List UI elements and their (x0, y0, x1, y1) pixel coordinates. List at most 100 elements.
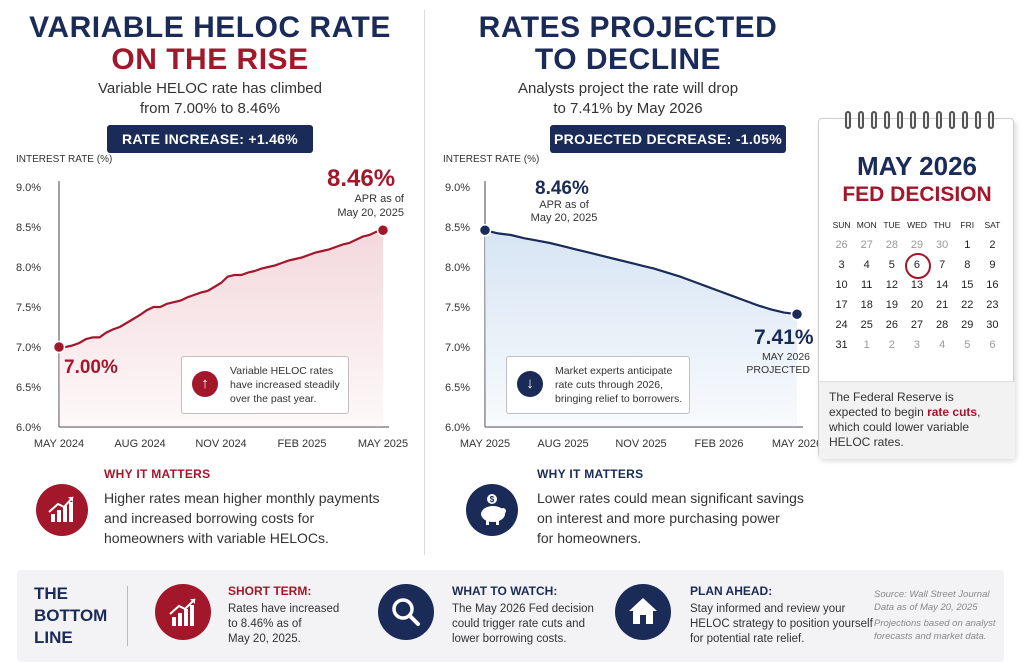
left-start-value-label: 7.00% (64, 357, 118, 378)
left-title-line1: VARIABLE HELOC RATE (29, 11, 391, 44)
left-subtitle-line2: from 7.00% to 8.46% (139, 100, 281, 117)
right-start-note-line1: APR as of (539, 199, 589, 211)
calendar-day: 12 (885, 279, 898, 291)
calendar-day: 4 (939, 339, 946, 351)
calendar-month: MAY 2026 (857, 151, 977, 181)
piggy-bank-icon: $ (466, 484, 518, 536)
calendar-day: 9 (989, 259, 996, 271)
left-why-line1: Higher rates mean higher monthly payment… (104, 490, 380, 506)
calendar-ring (923, 111, 929, 129)
calendar: MAY 2026 FED DECISION SUN MON TUE WED TH… (818, 111, 1015, 459)
calendar-day: 28 (936, 319, 949, 331)
rate-increase-badge: RATE INCREASE: +1.46% (107, 125, 313, 153)
calendar-day: 19 (885, 299, 898, 311)
right-start-note: APR as of May 20, 2025 (524, 199, 604, 225)
right-end-value-label: 7.41% (754, 326, 814, 349)
calendar-note: The Federal Reserve is expected to begin… (819, 381, 1015, 459)
right-end-note-line2: PROJECTED (746, 364, 810, 376)
calendar-day: 6 (989, 339, 996, 351)
calendar-weekday-row: SUN MON TUE WED THU FRI SAT (829, 215, 1005, 235)
bottom-line-title: THE BOTTOM LINE (34, 583, 107, 649)
calendar-note-post: , which could lower variable HELOC rates… (829, 405, 981, 449)
calendar-week-row: 31 1 2 3 4 5 6 (829, 335, 1005, 355)
series-line (59, 229, 384, 349)
calendar-day: 2 (888, 339, 895, 351)
calendar-ring (871, 111, 877, 129)
left-end-note: APR as of May 20, 2025 (337, 192, 404, 220)
arrow-down-icon: ↓ (517, 371, 543, 397)
calendar-day: 26 (885, 319, 898, 331)
right-start-value-label: 8.46% (535, 178, 589, 199)
calendar-heading: FED DECISION (842, 183, 992, 206)
y-tick-label: 9.0% (16, 182, 41, 194)
calendar-day: 18 (860, 299, 873, 311)
bottom-line-bar: THE BOTTOM LINE SHORT TERM: Rates have i… (17, 570, 1004, 662)
calendar-day: 27 (860, 239, 873, 251)
calendar-day: 8 (964, 259, 971, 271)
calendar-day: 20 (910, 299, 924, 311)
weekday-label: SUN (832, 220, 851, 230)
end-point (790, 307, 804, 321)
left-why-line2: and increased borrowing costs for (104, 510, 315, 526)
right-why-heading: WHY IT MATTERS (537, 467, 644, 481)
y-tick-label: 6.5% (16, 382, 41, 394)
left-callout-line3: over the past year. (230, 393, 317, 405)
calendar-day: 5 (964, 339, 971, 351)
start-point (52, 340, 66, 354)
calendar-day: 26 (835, 239, 848, 251)
right-subtitle-line2: to 7.41% by May 2026 (553, 100, 703, 117)
calendar-ring (858, 111, 864, 129)
series-line (484, 229, 798, 316)
panel-divider (424, 10, 425, 555)
x-tick-label: MAY 2025 (358, 438, 408, 450)
calendar-week-row: 10 11 12 13 14 15 16 (829, 275, 1005, 295)
left-end-note-line1: APR as of (354, 193, 404, 205)
calendar-day: 4 (863, 259, 870, 271)
y-tick-label: 7.5% (445, 302, 470, 314)
y-tick-label: 6.0% (445, 422, 470, 434)
x-tick-label: FEB 2025 (278, 438, 327, 450)
calendar-ring (897, 111, 903, 129)
weekday-label: SAT (984, 220, 1001, 230)
calendar-grid: SUN MON TUE WED THU FRI SAT 26 27 28 29 30 1 2… (829, 215, 1005, 355)
y-tick-label: 6.5% (445, 382, 470, 394)
calendar-ring (936, 111, 942, 129)
calendar-note-pre: The Federal Reserve is expected to begin (829, 390, 954, 419)
source-line4: forecasts and market data. (874, 631, 987, 642)
right-title-line1: RATES PROJECTED (478, 11, 778, 44)
calendar-day: 15 (961, 279, 974, 291)
right-why-line2: on interest and more purchasing power (537, 510, 780, 526)
x-tick-label: NOV 2024 (195, 438, 246, 450)
calendar-day: 25 (860, 319, 873, 331)
y-tick-label: 7.0% (445, 342, 470, 354)
plan-ahead-line1: Stay informed and review your (690, 603, 846, 615)
what-to-watch-line3: lower borrowing costs. (452, 633, 567, 645)
calendar-day: 2 (989, 239, 996, 251)
calendar-day: 21 (936, 299, 949, 311)
short-term-line1: Rates have increased (228, 603, 340, 615)
right-why-line3: for homeowners. (537, 530, 642, 546)
plan-ahead-line3: for potential rate relief. (690, 633, 805, 645)
bar-chart-up-icon (36, 484, 88, 536)
y-tick-label: 7.5% (16, 302, 41, 314)
left-callout: ↑ Variable HELOC rates have increased st… (181, 356, 349, 414)
end-point (376, 223, 390, 237)
calendar-day: 17 (835, 299, 848, 311)
x-tick-label: MAY 2025 (460, 438, 510, 450)
weekday-label: THU (933, 220, 951, 230)
left-end-note-line2: May 20, 2025 (337, 207, 404, 219)
bottom-line-title-3: LINE (34, 628, 73, 647)
left-why-text: Higher rates mean higher monthly payment… (104, 488, 379, 548)
magnifier-icon (378, 584, 434, 640)
y-tick-label: 8.0% (445, 262, 470, 274)
left-callout-line1: Variable HELOC rates (230, 365, 334, 377)
calendar-ring (962, 111, 968, 129)
bottom-line-title-1: THE (34, 584, 68, 603)
calendar-day: 3 (913, 339, 921, 351)
calendar-day: 5 (888, 259, 895, 271)
x-tick-label: MAY 2026 (772, 438, 822, 450)
calendar-weeks: 26 27 28 29 30 1 2 3 4 5 6 7 8 9 10 11 12 13 14 15 16 17 18 19 2… (829, 235, 1005, 355)
right-callout: ↓ Market experts anticipate rate cuts th… (506, 356, 690, 414)
weekday-label: FRI (960, 220, 975, 230)
right-callout-line2: rate cuts through 2026, (555, 379, 663, 391)
